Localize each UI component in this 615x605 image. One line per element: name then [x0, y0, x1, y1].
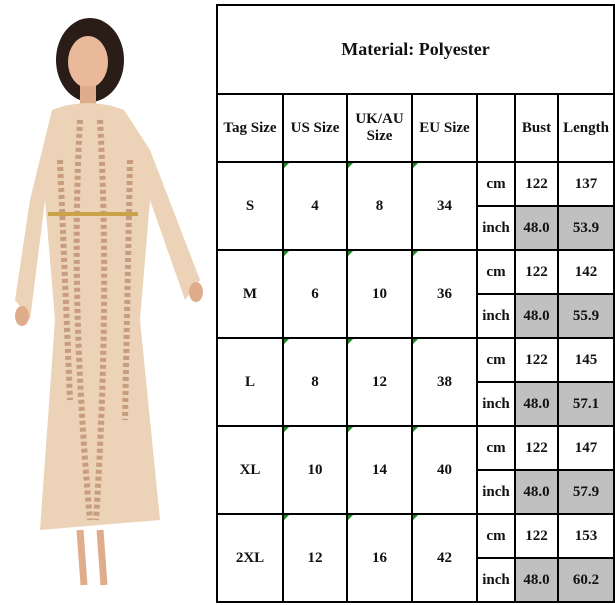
length-cm-cell: 147	[557, 425, 615, 471]
eu-size-cell: 38	[411, 337, 478, 427]
table-row: inch 48.0 57.1	[217, 381, 615, 427]
uk-size-cell: 12	[346, 337, 413, 427]
table-row: inch 48.0 60.2	[217, 557, 615, 603]
uk-size-cell: 16	[346, 513, 413, 603]
eu-size-cell: 40	[411, 425, 478, 515]
us-size-cell: 4	[282, 161, 348, 251]
unit-cm: cm	[476, 513, 516, 559]
material-title: Material: Polyester	[216, 4, 615, 95]
length-inch-cell: 53.9	[557, 205, 615, 251]
bust-inch-cell: 48.0	[514, 557, 559, 603]
length-inch-cell: 60.2	[557, 557, 615, 603]
table-row: S 4 8 34 cm 122 137	[216, 161, 615, 251]
eu-size-cell: 36	[411, 249, 478, 339]
model-photo	[15, 18, 203, 586]
bust-cm-cell: 122	[514, 513, 559, 559]
unit-inch: inch	[476, 293, 516, 339]
bust-cm-cell: 122	[514, 161, 559, 207]
unit-cm: cm	[476, 425, 516, 471]
table-row: M 6 10 36 cm 122 142	[216, 249, 615, 339]
table-row: 2XL 12 16 42 cm 122 153	[216, 513, 615, 603]
bust-cm-cell: 122	[514, 249, 559, 295]
length-cm-cell: 137	[557, 161, 615, 207]
bust-cm-cell: 122	[514, 337, 559, 383]
length-cm-cell: 153	[557, 513, 615, 559]
bust-inch-cell: 48.0	[514, 205, 559, 251]
unit-cm: cm	[476, 161, 516, 207]
us-size-cell: 6	[282, 249, 348, 339]
eu-size-cell: 42	[411, 513, 478, 603]
bust-inch-cell: 48.0	[514, 293, 559, 339]
us-size-cell: 8	[282, 337, 348, 427]
unit-cm: cm	[476, 337, 516, 383]
header-tag-size: Tag Size	[216, 93, 284, 163]
header-unit	[476, 93, 516, 163]
uk-size-cell: 8	[346, 161, 413, 251]
header-length: Length	[557, 93, 615, 163]
unit-inch: inch	[476, 381, 516, 427]
length-inch-cell: 57.9	[557, 469, 615, 515]
tag-size-cell: 2XL	[216, 513, 284, 603]
length-cm-cell: 142	[557, 249, 615, 295]
header-us-size: US Size	[282, 93, 348, 163]
bust-inch-cell: 48.0	[514, 381, 559, 427]
unit-inch: inch	[476, 557, 516, 603]
length-inch-cell: 55.9	[557, 293, 615, 339]
uk-size-cell: 14	[346, 425, 413, 515]
length-inch-cell: 57.1	[557, 381, 615, 427]
table-row: inch 48.0 53.9	[217, 205, 615, 251]
tag-size-cell: L	[216, 337, 284, 427]
size-chart-table: Material: Polyester Tag Size US Size UK/…	[216, 4, 615, 603]
tag-size-cell: S	[216, 161, 284, 251]
table-row: inch 48.0 57.9	[217, 469, 615, 515]
table-row: L 8 12 38 cm 122 145	[216, 337, 615, 427]
length-cm-cell: 145	[557, 337, 615, 383]
header-bust: Bust	[514, 93, 559, 163]
eu-size-cell: 34	[411, 161, 478, 251]
table-row: XL 10 14 40 cm 122 147	[216, 425, 615, 515]
us-size-cell: 12	[282, 513, 348, 603]
header-eu-size: EU Size	[411, 93, 478, 163]
us-size-cell: 10	[282, 425, 348, 515]
unit-inch: inch	[476, 469, 516, 515]
bust-inch-cell: 48.0	[514, 469, 559, 515]
tag-size-cell: XL	[216, 425, 284, 515]
table-row: inch 48.0 55.9	[217, 293, 615, 339]
uk-size-cell: 10	[346, 249, 413, 339]
tag-size-cell: M	[216, 249, 284, 339]
header-uk-au-size: UK/AU Size	[346, 93, 413, 163]
bust-cm-cell: 122	[514, 425, 559, 471]
unit-inch: inch	[476, 205, 516, 251]
unit-cm: cm	[476, 249, 516, 295]
